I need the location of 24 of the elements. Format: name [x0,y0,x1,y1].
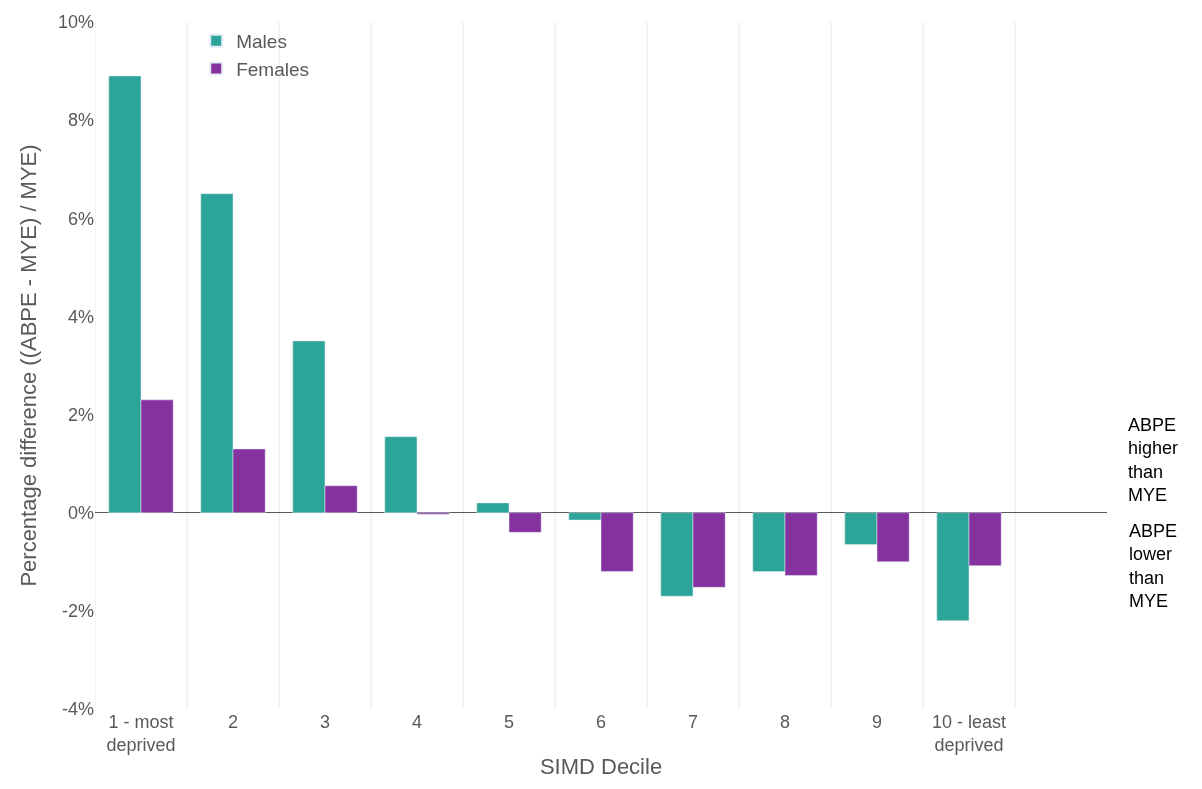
y-tick-label: 2% [67,404,94,425]
x-tick-label: 1 - most deprived [106,712,176,756]
x-axis-title: SIMD Decile [539,754,663,780]
y-tick-label: 8% [67,110,94,131]
y-axis-title: Percentage difference ((ABPE - MYE) / MYE) [15,144,41,587]
y-tick-label: 4% [67,306,94,327]
x-tick-label: 2 [227,712,239,732]
x-tick-label: 6 [595,712,607,732]
legend-label: Males [236,31,287,53]
x-tick-label: 8 [779,712,791,732]
y-tick-label: -4% [61,699,94,720]
legend-label: Females [236,58,310,80]
y-tick-label: -2% [61,601,94,622]
x-tick-label: 5 [503,712,515,732]
x-tick-label: 7 [687,712,699,732]
text: ABPE lower than MYE [1129,521,1178,612]
x-tick-label: 3 [319,712,331,732]
y-tick-label: 6% [67,208,94,229]
y-tick-label: 0% [67,503,94,524]
x-tick-label: 4 [411,712,423,732]
x-tick-label: 9 [871,712,883,732]
text: ABPE higher than MYE [1128,415,1179,506]
y-tick-label: 10% [57,12,94,33]
x-tick-label: 10 - least deprived [931,712,1007,756]
